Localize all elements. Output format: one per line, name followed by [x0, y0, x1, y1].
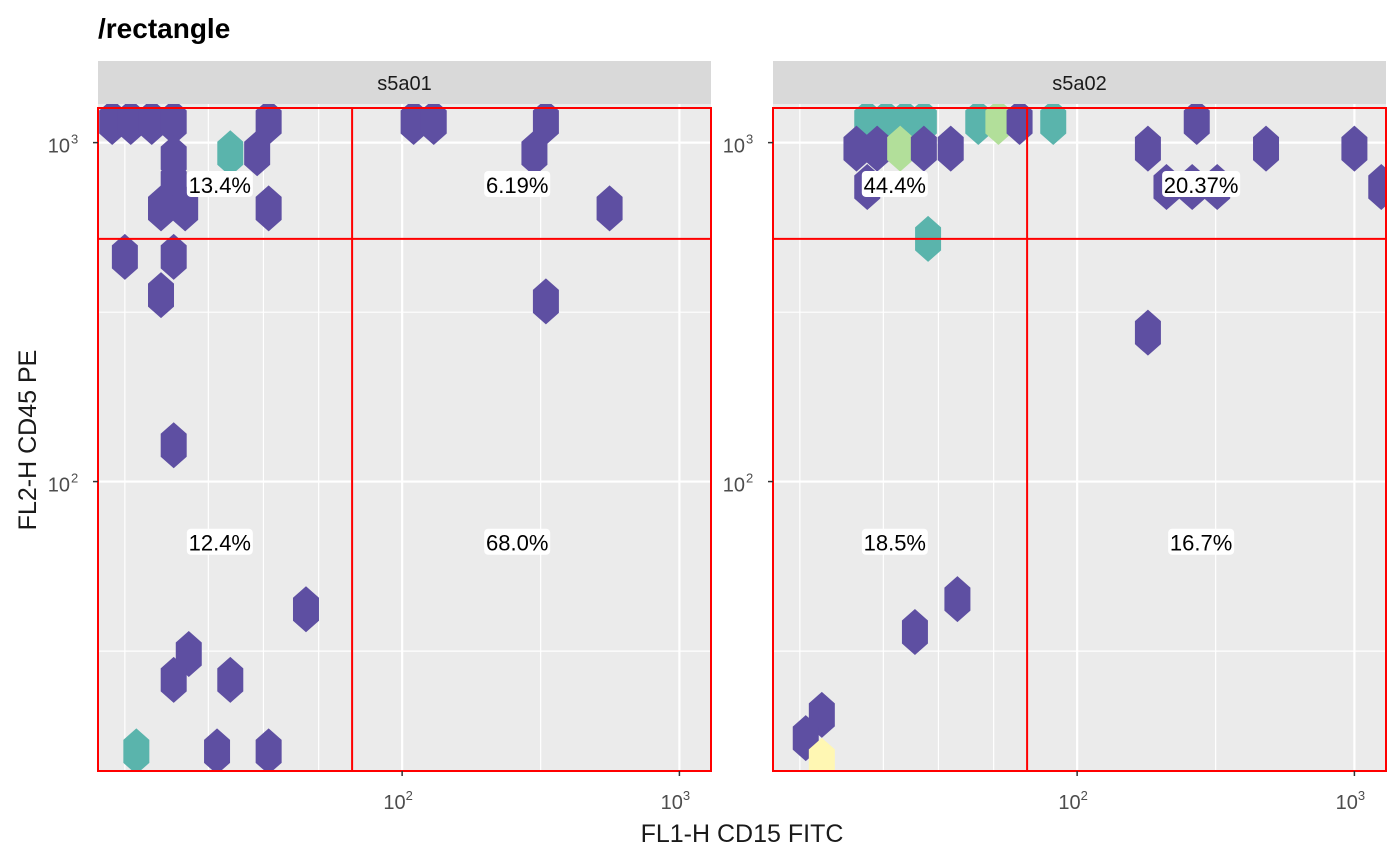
gate-stat-background	[1168, 528, 1235, 555]
hexbin-cell	[138, 104, 165, 146]
hexbin-cell	[217, 656, 244, 703]
y-tick-exponent: 3	[71, 132, 78, 147]
facet-strip-label: s5a01	[377, 73, 432, 95]
hexbin-cell	[901, 608, 928, 655]
hexbin-cell	[160, 656, 187, 703]
gate-stat-text: 6.19%	[486, 173, 548, 198]
hexbin-layer	[792, 104, 1386, 771]
y-tick-label: 10	[48, 475, 70, 497]
hexbin-cell	[1134, 309, 1161, 356]
gate-stat-text: 44.4%	[864, 173, 926, 198]
gridlines	[98, 104, 711, 771]
y-tick-label: 10	[723, 475, 745, 497]
y-tick-exponent: 2	[746, 471, 753, 486]
hexbin-cell	[532, 278, 559, 325]
hexbin-cell	[1183, 104, 1210, 146]
hexbin-cell	[148, 185, 175, 232]
gate-stat-background	[484, 170, 551, 197]
hexbin-cell	[420, 104, 447, 146]
hexbin-cell	[148, 272, 175, 319]
y-tick-label: 10	[723, 136, 745, 158]
gate-stat-label: 18.5%	[861, 528, 928, 556]
y-tick-exponent: 2	[71, 471, 78, 486]
y-axis-title: FL2-H CD45 PE	[14, 350, 42, 531]
gate-stat-label: 6.19%	[484, 170, 551, 198]
hexbin-cell	[521, 130, 548, 177]
gate-stat-label: 68.0%	[484, 528, 551, 556]
gate-stat-background	[186, 528, 253, 555]
gate-outline	[772, 107, 1387, 772]
hexbin-cell	[1253, 125, 1280, 172]
hexbin-cell	[160, 422, 187, 469]
hexbin-cell	[944, 576, 971, 623]
x-tick-label: 103	[1336, 788, 1365, 814]
gate-stat-background	[861, 170, 928, 197]
hexbin-cell	[843, 125, 870, 172]
gate-stat-text: 12.4%	[189, 531, 251, 556]
hexbin-cell	[123, 728, 150, 771]
hexbin-cell	[255, 185, 282, 232]
hexbin-cell	[1341, 125, 1368, 172]
y-tick-exponent: 3	[746, 132, 753, 147]
gate-outline	[97, 107, 712, 772]
x-tick-label: 103	[661, 788, 690, 814]
facet-strip	[773, 61, 1386, 104]
gate-stat-background	[1162, 170, 1241, 197]
gate-stat-text: 20.37%	[1164, 173, 1239, 198]
x-tick-label: 102	[383, 788, 412, 814]
hexbin-cell	[1006, 104, 1033, 146]
hexbin-cell	[887, 125, 914, 172]
gate-stat-background	[861, 528, 928, 555]
y-tick-label: 10	[48, 136, 70, 158]
hexbin-cell	[910, 125, 937, 172]
hexbin-cell	[255, 104, 282, 146]
gate-stat-text: 13.4%	[189, 173, 251, 198]
hexbin-cell	[808, 737, 835, 771]
hexbin-cell	[111, 233, 138, 280]
hexbin-cell	[292, 586, 319, 633]
gate-stat-label: 16.7%	[1168, 528, 1235, 556]
hexbin-cell	[596, 185, 623, 232]
gate-stat-text: 18.5%	[864, 531, 926, 556]
facet-strip-label: s5a02	[1052, 73, 1107, 95]
hexbin-cell	[1368, 163, 1386, 210]
facet-strip	[98, 61, 711, 104]
hexbin-cell	[217, 130, 244, 177]
gate-stat-label: 20.37%	[1162, 170, 1241, 198]
hexbin-cell	[400, 104, 427, 146]
hexbin-cell	[965, 104, 992, 146]
panel-background	[773, 104, 1386, 771]
gate-stat-text: 68.0%	[486, 531, 548, 556]
hexbin-cell	[937, 125, 964, 172]
hexbin-layer	[99, 104, 623, 771]
gate-stat-label: 12.4%	[186, 528, 253, 556]
hexbin-cell	[244, 130, 271, 177]
hexbin-cell	[985, 104, 1012, 146]
hexbin-cell	[255, 728, 282, 771]
gate-lines	[97, 107, 712, 772]
gate-stat-label: 44.4%	[861, 170, 928, 198]
gate-stat-text: 16.7%	[1170, 531, 1232, 556]
gate-stat-label: 13.4%	[186, 170, 253, 198]
x-tick-label: 102	[1058, 788, 1087, 814]
hexbin-cell	[1040, 104, 1067, 146]
hexbin-cell	[864, 125, 891, 172]
gate-stat-background	[484, 528, 551, 555]
hexbin-cell	[1134, 125, 1161, 172]
hexbin-cell	[204, 728, 231, 771]
hexbin-cell	[117, 104, 144, 146]
x-axis-title: FL1-H CD15 FITC	[641, 820, 844, 848]
gate-lines	[772, 107, 1387, 772]
chart-title: /rectangle	[98, 13, 230, 44]
hexbin-cell	[160, 233, 187, 280]
hexbin-cell	[160, 104, 187, 146]
gate-stat-background	[186, 170, 253, 197]
